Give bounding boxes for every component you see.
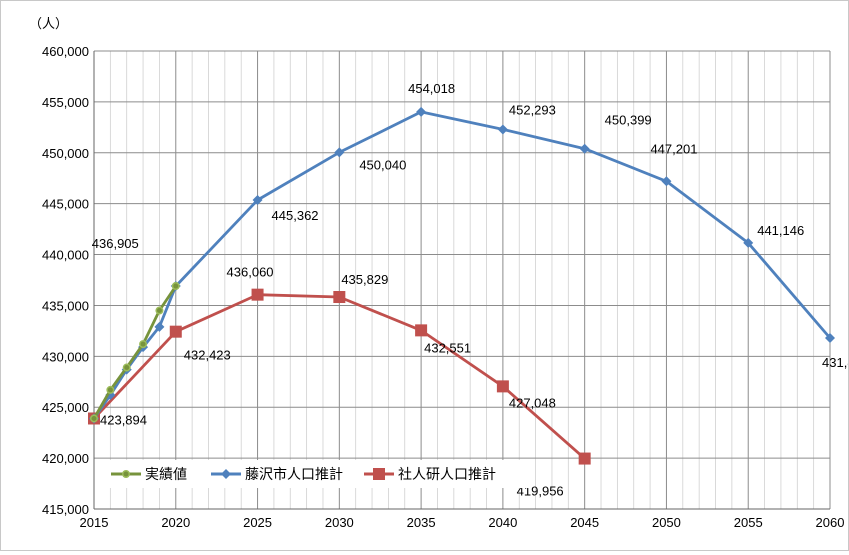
axes: 2015 2020 2025 2030 2035 2040 2045 2050 2055 2060… (42, 44, 844, 530)
series-2 (89, 106, 835, 424)
data-label: 441,146 (757, 223, 804, 238)
x-tick-label: 2040 (488, 515, 517, 530)
data-label: 445,362 (272, 208, 319, 223)
data-label: 436,905 (92, 236, 139, 251)
legend-background (104, 460, 532, 488)
data-label: 432,423 (184, 348, 231, 363)
series-line (92, 110, 832, 420)
series-3 (88, 288, 591, 465)
series-point (106, 385, 115, 394)
data-label: 436,060 (227, 265, 274, 280)
y-tick-label: 430,000 (42, 349, 89, 364)
y-tick-label: 445,000 (42, 197, 89, 212)
y-tick-label: 435,000 (42, 298, 89, 313)
legend-marker (122, 470, 130, 478)
y-tick-label: 440,000 (42, 248, 89, 263)
series-point (334, 147, 345, 158)
series-point (139, 340, 148, 349)
series-1 (90, 282, 180, 423)
series-point (252, 194, 263, 205)
series-point (825, 332, 835, 343)
data-label: 454,018 (408, 81, 455, 96)
x-tick-label: 2050 (652, 515, 681, 530)
data-label: 450,040 (359, 157, 406, 172)
series-point (333, 291, 346, 304)
series-point (154, 321, 165, 332)
series-point (415, 324, 428, 337)
data-label: 427,048 (509, 395, 556, 410)
legend-label: 社人研人口推計 (398, 466, 496, 482)
legend-label: 実績値 (145, 466, 187, 482)
series-point (251, 288, 264, 301)
series-point (661, 176, 672, 187)
y-tick-label: 460,000 (42, 44, 89, 59)
y-tick-label: 450,000 (42, 146, 89, 161)
y-tick-label: 415,000 (42, 502, 89, 517)
series-point (171, 282, 180, 291)
y-tick-label: 420,000 (42, 451, 89, 466)
legend: 実績値 藤沢市人口推計 社人研人口推計 (104, 460, 532, 488)
series-point (155, 306, 164, 315)
series-point (497, 124, 508, 135)
x-tick-label: 2025 (243, 515, 272, 530)
series-point (743, 237, 754, 248)
data-label: 447,201 (650, 141, 697, 156)
data-label: 452,293 (509, 102, 556, 117)
data-label: 432,551 (424, 340, 471, 355)
data-label: 423,894 (100, 412, 147, 427)
data-label: 435,829 (341, 272, 388, 287)
x-tick-label: 2060 (816, 515, 845, 530)
series-point (496, 380, 509, 393)
x-tick-label: 2055 (734, 515, 763, 530)
x-tick-label: 2035 (407, 515, 436, 530)
series-point (122, 363, 131, 372)
series-point (169, 325, 182, 338)
y-tick-label: 455,000 (42, 95, 89, 110)
series-point (416, 106, 427, 117)
data-label: 431,804 (822, 355, 848, 370)
x-tick-label: 2015 (80, 515, 109, 530)
legend-marker (221, 469, 231, 479)
x-tick-label: 2045 (570, 515, 599, 530)
x-tick-label: 2020 (161, 515, 190, 530)
legend-label: 藤沢市人口推計 (245, 466, 343, 482)
series-point (578, 452, 591, 465)
series-point (579, 143, 590, 154)
y-tick-label: 425,000 (42, 400, 89, 415)
minor-grid (109, 51, 815, 509)
series-point (90, 414, 98, 423)
legend-marker (373, 468, 385, 480)
x-tick-label: 2030 (325, 515, 354, 530)
series-line (92, 285, 177, 420)
data-label: 450,399 (605, 113, 652, 128)
series-layer (88, 106, 835, 465)
y-axis-unit-label: （人） (29, 16, 68, 31)
data-labels-layer: 423,894 436,905 432,423 445,362 436,060 450,0… (92, 81, 849, 499)
